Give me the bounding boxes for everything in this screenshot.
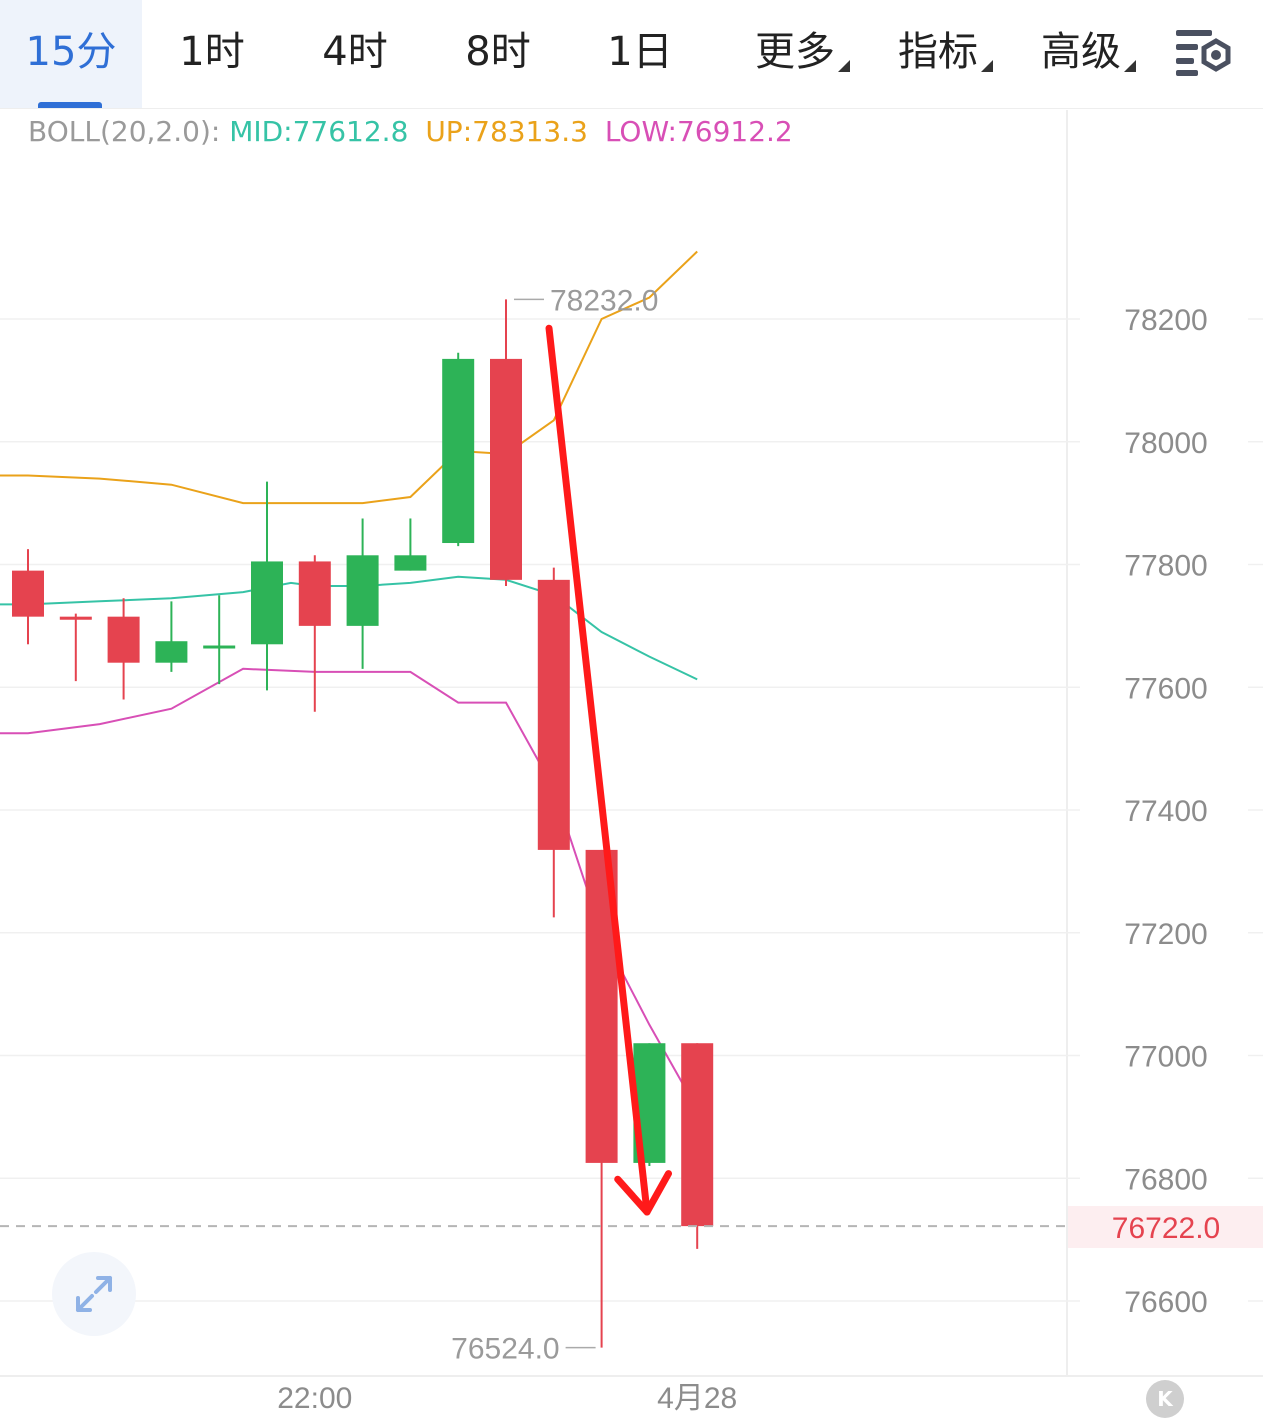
x-tick-label: 22:00 — [277, 1382, 352, 1415]
indicator-dropdown[interactable]: 指标 — [883, 0, 993, 108]
y-tick-label: 77000 — [1124, 1041, 1207, 1074]
boll-legend-up: UP:78313.3 — [425, 115, 588, 148]
tab-label: 1日 — [607, 29, 673, 75]
tab-label: 15分 — [25, 29, 117, 75]
x-tick-label: 4月28 — [657, 1382, 737, 1415]
candle-body — [537, 579, 570, 850]
dropdown-triangle-icon — [838, 60, 850, 72]
y-tick-label: 76600 — [1124, 1286, 1207, 1319]
timeframe-tab-bar: 15分 1时 4时 8时 1日 更多 指标 高级 — [0, 0, 1263, 109]
dropdown-triangle-icon — [981, 60, 993, 72]
tab-1h[interactable]: 1时 — [152, 0, 272, 108]
candle-body — [442, 358, 475, 544]
candle-body — [59, 616, 92, 620]
trend-arrow-head — [614, 1170, 672, 1216]
candle-body — [107, 616, 140, 663]
y-tick-label: 78200 — [1124, 304, 1207, 337]
chart-settings-button[interactable] — [1170, 26, 1236, 82]
advanced-dropdown[interactable]: 高级 — [1026, 0, 1136, 108]
y-tick-label: 76800 — [1124, 1163, 1207, 1196]
candle-body — [394, 555, 427, 571]
tab-8h[interactable]: 8时 — [438, 0, 558, 108]
tab-15m[interactable]: 15分 — [0, 0, 142, 108]
fullscreen-button[interactable] — [52, 1252, 136, 1336]
y-tick-label: 78000 — [1124, 427, 1207, 460]
tab-label: 高级 — [1041, 29, 1121, 75]
boll-legend-low: LOW:76912.2 — [604, 115, 793, 148]
scroll-to-latest-button[interactable]: K — [1146, 1380, 1184, 1418]
candle-body — [155, 641, 188, 663]
active-tab-indicator — [38, 102, 102, 108]
tab-label: 4时 — [322, 29, 388, 75]
y-tick-label: 77200 — [1124, 918, 1207, 951]
high-marker-label: 78232.0 — [550, 284, 658, 317]
tab-label: 1时 — [179, 29, 245, 75]
boll-legend-mid: MID:77612.8 — [229, 115, 409, 148]
tab-label: 指标 — [898, 29, 978, 75]
candle-body — [12, 570, 44, 617]
trend-arrow-shaft — [545, 324, 651, 1216]
boll-legend-name: BOLL(20,2.0): — [28, 115, 221, 148]
y-tick-label: 77800 — [1124, 550, 1207, 583]
tab-4h[interactable]: 4时 — [295, 0, 415, 108]
current-price-label: 76722.0 — [1112, 1212, 1220, 1245]
candle-body — [681, 1043, 714, 1227]
expand-arrows-icon — [76, 1276, 112, 1312]
tab-label: 8时 — [465, 29, 531, 75]
y-tick-label: 77600 — [1124, 672, 1207, 705]
current-price-tag-bg — [1067, 1206, 1263, 1248]
tab-label: 更多 — [755, 29, 835, 75]
chart-settings-icon — [1176, 30, 1231, 76]
boll-upper-line — [0, 250, 698, 505]
more-dropdown[interactable]: 更多 — [740, 0, 850, 108]
candle-body — [346, 555, 379, 626]
candle-body — [490, 358, 522, 580]
tab-1d[interactable]: 1日 — [580, 0, 700, 108]
y-tick-label: 77400 — [1124, 795, 1207, 828]
candle-body — [251, 561, 283, 645]
boll-legend: BOLL(20,2.0): MID:77612.8 UP:78313.3 LOW… — [28, 112, 801, 152]
candle-body — [203, 645, 236, 649]
k-icon: K — [1157, 1387, 1173, 1411]
candle-body — [298, 561, 331, 626]
low-marker-label: 76524.0 — [451, 1333, 559, 1366]
dropdown-triangle-icon — [1124, 60, 1136, 72]
